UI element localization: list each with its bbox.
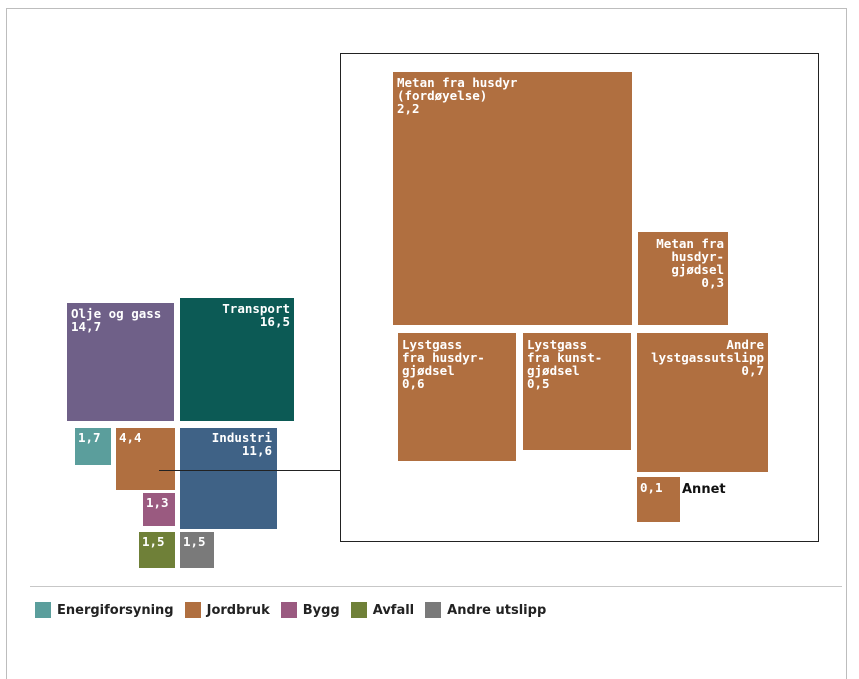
label-transport: Transport 16,5 <box>222 301 290 329</box>
bar-metan-husdyrgjodsel: Metan fra husdyr- gjødsel 0,3 <box>638 232 728 325</box>
label-andre-lystgassutslipp: Andre lystgassutslipp 0,7 <box>651 337 764 378</box>
bar-avfall: 1,5 <box>139 532 175 568</box>
bar-metan-fordoyelse: Metan fra husdyr (fordøyelse) 2,2 <box>393 72 632 325</box>
legend-swatch-jordbruk <box>184 602 201 618</box>
legend-divider <box>30 586 842 587</box>
bar-annet: 0,1 <box>637 477 680 522</box>
label-avfall: 1,5 <box>142 534 165 549</box>
jordbruk-detail-inset <box>340 53 819 542</box>
legend-item-andre-utslipp: Andre utslipp <box>425 602 546 618</box>
legend-item-jordbruk: Jordbruk <box>184 602 270 618</box>
bar-jordbruk: 4,4 <box>116 428 175 490</box>
label-metan-husdyrgjodsel: Metan fra husdyr- gjødsel 0,3 <box>656 236 724 290</box>
legend: Energiforsyning Jordbruk Bygg Avfall And… <box>35 602 557 618</box>
label-jordbruk: 4,4 <box>119 430 142 445</box>
bar-industri: Industri 11,6 <box>180 428 277 529</box>
legend-label-avfall: Avfall <box>372 602 415 618</box>
bar-andre-utslipp: 1,5 <box>180 532 214 568</box>
bar-olje-og-gass: Olje og gass 14,7 <box>67 303 174 421</box>
bar-energiforsyning: 1,7 <box>75 428 111 465</box>
connector-line <box>159 470 341 471</box>
legend-swatch-avfall <box>350 602 367 618</box>
label-lystgass-kunstgjodsel: Lystgass fra kunst- gjødsel 0,5 <box>527 337 603 391</box>
legend-swatch-bygg <box>280 602 297 618</box>
label-lystgass-husdyrgjodsel: Lystgass fra husdyr- gjødsel 0,6 <box>402 337 485 391</box>
label-energiforsyning: 1,7 <box>78 430 101 445</box>
label-annet-value: 0,1 <box>640 480 663 495</box>
legend-label-energiforsyning: Energiforsyning <box>57 602 174 618</box>
legend-item-bygg: Bygg <box>280 602 340 618</box>
legend-item-avfall: Avfall <box>350 602 415 618</box>
legend-swatch-energiforsyning <box>35 602 51 618</box>
bar-bygg: 1,3 <box>143 493 175 526</box>
label-annet-name: Annet <box>682 482 726 497</box>
label-olje-og-gass: Olje og gass 14,7 <box>71 306 162 334</box>
bar-lystgass-husdyrgjodsel: Lystgass fra husdyr- gjødsel 0,6 <box>398 333 516 461</box>
bar-lystgass-kunstgjodsel: Lystgass fra kunst- gjødsel 0,5 <box>523 333 631 450</box>
bar-transport: Transport 16,5 <box>180 298 294 421</box>
chart-frame <box>6 8 847 679</box>
legend-label-andre-utslipp: Andre utslipp <box>447 602 547 618</box>
label-industri: Industri 11,6 <box>211 430 272 458</box>
legend-label-bygg: Bygg <box>302 602 340 618</box>
legend-item-energiforsyning: Energiforsyning <box>35 602 174 618</box>
bar-andre-lystgassutslipp: Andre lystgassutslipp 0,7 <box>637 333 768 472</box>
label-andre-utslipp: 1,5 <box>183 534 206 549</box>
legend-label-jordbruk: Jordbruk <box>206 602 270 618</box>
legend-swatch-andre <box>425 602 442 618</box>
label-metan-fordoyelse: Metan fra husdyr (fordøyelse) 2,2 <box>397 75 518 116</box>
label-bygg: 1,3 <box>146 495 169 510</box>
